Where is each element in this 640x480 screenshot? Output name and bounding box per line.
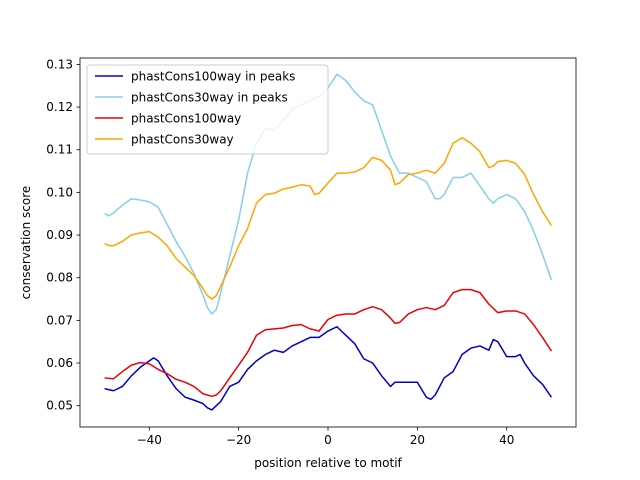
y-tick-label: 0.12 xyxy=(46,100,73,114)
x-tick-label: 40 xyxy=(499,433,514,447)
legend-items: phastCons100way in peaks phastCons30way i… xyxy=(95,70,295,147)
y-tick-label: 0.07 xyxy=(46,313,73,327)
x-tick-label: 20 xyxy=(410,433,425,447)
legend-label-1: phastCons30way in peaks xyxy=(131,91,288,105)
y-axis-label: conservation score xyxy=(19,186,33,300)
y-tick-label: 0.06 xyxy=(46,356,73,370)
legend-box xyxy=(86,64,329,155)
y-tick-label: 0.11 xyxy=(46,143,73,157)
series-line-3 xyxy=(104,137,553,300)
x-tick-label: −40 xyxy=(137,433,162,447)
series-line-0 xyxy=(104,326,553,411)
x-tick-label: −20 xyxy=(226,433,251,447)
legend-label-2: phastCons100way xyxy=(131,112,241,126)
legend-label-3: phastCons30way xyxy=(131,133,234,147)
x-tick-label: 0 xyxy=(324,433,332,447)
series-layer xyxy=(104,73,553,411)
y-tick-label: 0.05 xyxy=(46,399,73,413)
x-axis-label: position relative to motif xyxy=(254,456,402,470)
series-line-2 xyxy=(104,288,553,398)
y-tick-label: 0.09 xyxy=(46,228,73,242)
x-axis-ticks: −40 −20 0 20 40 xyxy=(137,427,514,447)
y-tick-label: 0.08 xyxy=(46,271,73,285)
y-tick-label: 0.13 xyxy=(46,57,73,71)
legend-label-0: phastCons100way in peaks xyxy=(131,70,295,84)
legend: phastCons100way in peaks phastCons30way i… xyxy=(86,64,329,155)
y-axis-ticks: 0.05 0.06 0.07 0.08 0.09 0.10 0.11 0.12 0.13 xyxy=(46,57,80,413)
y-tick-label: 0.10 xyxy=(46,185,73,199)
